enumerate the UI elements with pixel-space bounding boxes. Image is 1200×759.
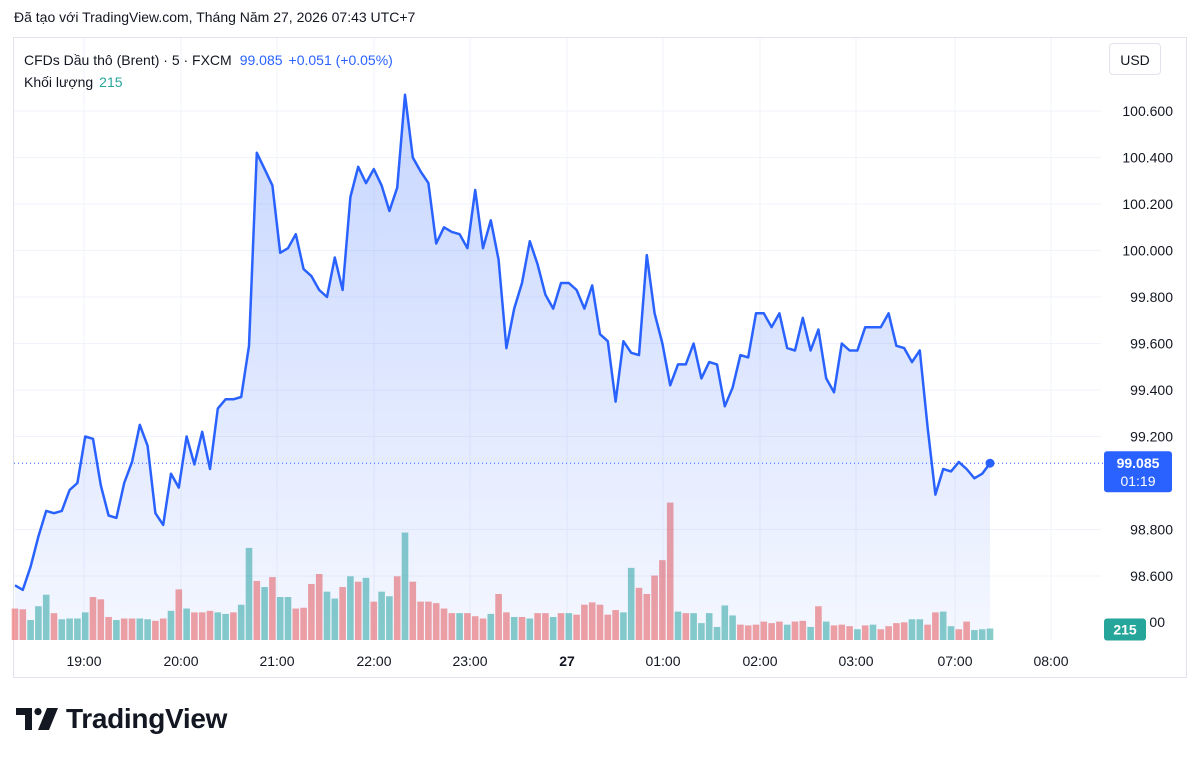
price-tick-label-partial: 00 <box>1149 614 1165 630</box>
time-tick-label: 22:00 <box>356 653 391 669</box>
chart-frame <box>13 37 1187 678</box>
price-tick-label: 100.200 <box>1122 196 1173 212</box>
volume-row: Khối lượng 215 <box>24 71 393 93</box>
price-tick-label: 99.800 <box>1130 289 1173 305</box>
time-axis: 19:00 20:00 21:00 22:00 23:00 27 01:00 02:00 03:… <box>66 653 1068 669</box>
time-tick-label: 01:00 <box>645 653 680 669</box>
time-tick-label: 02:00 <box>742 653 777 669</box>
bar-countdown: 01:19 <box>1120 473 1155 489</box>
chart-legend: CFDs Dầu thô (Brent) · 5 · FXCM 99.085 +0.… <box>24 49 393 93</box>
price-line <box>14 93 992 592</box>
last-value: 99.085 <box>239 52 283 68</box>
time-tick-label: 03:00 <box>838 653 873 669</box>
tradingview-logo-text: TradingView <box>66 703 228 734</box>
price-tick-label: 99.200 <box>1130 429 1173 445</box>
price-tick-label: 99.600 <box>1130 336 1173 352</box>
last-price-value: 99.085 <box>1117 455 1160 471</box>
symbol-title[interactable]: CFDs Dầu thô (Brent) · 5 · FXCM <box>24 52 232 68</box>
currency-button[interactable]: USD <box>1109 43 1161 75</box>
symbol-row: CFDs Dầu thô (Brent) · 5 · FXCM 99.085 +0.… <box>24 49 393 71</box>
price-tick-label: 100.400 <box>1122 150 1173 166</box>
tradingview-logo[interactable]: TradingView <box>16 703 227 735</box>
last-price-marker <box>985 458 995 468</box>
time-tick-label: 08:00 <box>1033 653 1068 669</box>
time-tick-label: 23:00 <box>452 653 487 669</box>
volume-legend-value: 215 <box>99 74 123 90</box>
price-tick-label: 98.600 <box>1130 568 1173 584</box>
volume-value-label: 215 <box>1104 618 1146 641</box>
time-tick-label: 27 <box>559 653 575 669</box>
price-tick-label: 100.600 <box>1122 103 1173 119</box>
price-area-fill <box>15 94 990 640</box>
price-tick-label: 99.400 <box>1130 382 1173 398</box>
price-tick-label: 100.000 <box>1122 243 1173 259</box>
time-tick-label: 07:00 <box>937 653 972 669</box>
time-tick-label: 19:00 <box>66 653 101 669</box>
volume-title[interactable]: Khối lượng <box>24 74 94 90</box>
export-caption: Đã tạo với TradingView.com, Tháng Năm 27… <box>14 9 416 25</box>
time-tick-label: 20:00 <box>163 653 198 669</box>
price-tick-label: 98.800 <box>1130 522 1173 538</box>
time-tick-label: 21:00 <box>259 653 294 669</box>
tradingview-logo-icon <box>16 708 58 730</box>
volume-value: 215 <box>1113 621 1137 637</box>
price-axis: 98.600 98.800 99.200 99.400 99.600 99.800 100.… <box>1122 103 1173 630</box>
last-price-label: 99.085 01:19 <box>1104 451 1172 493</box>
price-change: +0.051 (+0.05%) <box>288 52 393 68</box>
